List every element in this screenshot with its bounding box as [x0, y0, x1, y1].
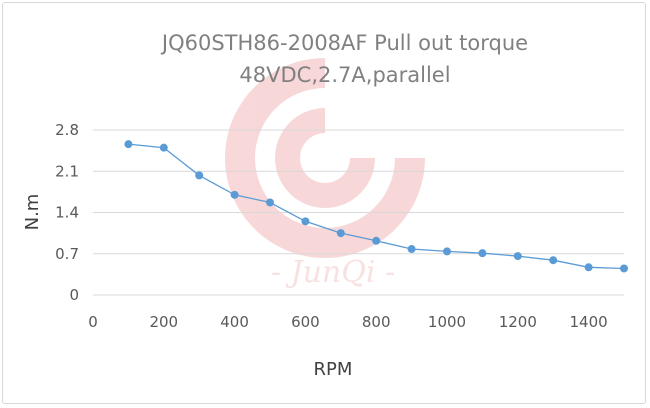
data-point — [124, 140, 133, 149]
x-tick-label: 200 — [149, 313, 178, 331]
series-group — [124, 140, 628, 273]
data-point — [407, 245, 416, 254]
data-point — [301, 217, 310, 226]
y-tick-label: 1.4 — [55, 204, 79, 222]
watermark-logo-icon — [225, 58, 425, 258]
x-tick-label: 1000 — [428, 313, 466, 331]
y-tick-label: 0.7 — [55, 245, 79, 263]
data-point — [372, 236, 381, 245]
y-tick-label: 2.8 — [55, 121, 79, 139]
x-tick-label: 0 — [88, 313, 98, 331]
data-point — [195, 171, 204, 180]
data-point — [513, 252, 522, 261]
chart-title-line1: JQ60STH86-2008AF Pull out torque — [160, 31, 528, 55]
y-axis-label: N.m — [22, 194, 43, 231]
x-tick-label: 1200 — [499, 313, 537, 331]
data-point — [584, 263, 593, 272]
watermark: - JunQi - — [225, 58, 425, 290]
x-tick-label: 1400 — [570, 313, 608, 331]
gridlines — [93, 129, 624, 296]
chart-title-line2: 48VDC,2.7A,parallel — [239, 63, 450, 87]
y-tick-label: 0 — [69, 286, 79, 304]
data-point — [159, 143, 168, 152]
data-point — [443, 247, 451, 256]
x-tick-label: 400 — [220, 313, 249, 331]
data-point — [478, 249, 487, 258]
watermark-logo-inner-icon — [275, 108, 375, 208]
y-tick-label: 2.1 — [55, 162, 79, 180]
x-tick-label: 600 — [291, 313, 320, 331]
watermark-text: - JunQi - — [271, 255, 395, 290]
data-point — [230, 190, 239, 199]
x-tick-label: 800 — [362, 313, 391, 331]
data-point — [266, 198, 274, 207]
x-axis-ticks: 0 200 400 600 800 1000 1200 1400 — [88, 313, 607, 331]
data-point — [549, 256, 558, 265]
x-axis-label: RPM — [314, 359, 353, 380]
y-axis-ticks: 0 0.7 1.4 2.1 2.8 — [55, 121, 79, 304]
data-point — [620, 264, 628, 273]
data-point — [336, 229, 345, 238]
